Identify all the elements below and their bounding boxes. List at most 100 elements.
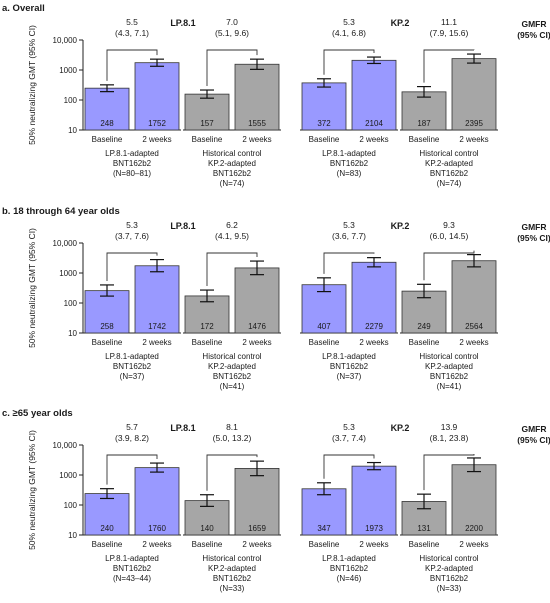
x-tick-label: 2 weeks (359, 338, 388, 347)
y-tick-label: 100 (64, 299, 78, 308)
gmfr-bracket (423, 49, 475, 83)
gmfr-bracket (423, 453, 475, 491)
panel-title: b. 18 through 64 year olds (2, 206, 120, 217)
group-label: BNT162b2 (113, 564, 152, 573)
group-label: Historical control (202, 352, 261, 361)
bar-value-label: 248 (100, 119, 114, 128)
control-bar (451, 464, 497, 536)
gmfr-ci: (7.9, 15.6) (430, 28, 469, 38)
group-label: Historical control (419, 554, 478, 563)
gmfr-ci: (3.9, 8.2) (115, 433, 149, 443)
y-tick-label: 10,000 (53, 239, 78, 248)
bar-value-label: 157 (200, 119, 214, 128)
group-label: LP.8.1-adapted (322, 352, 376, 361)
gmfr-header: GMFR (521, 222, 546, 232)
gmfr-bracket (106, 454, 158, 485)
panel-b: b. 18 through 64 year olds LP.8.1 KP.2 GMFR… (2, 206, 550, 391)
group-label: BNT162b2 (430, 574, 469, 583)
bar-value-label: 372 (317, 119, 331, 128)
gmfr-bracket (206, 454, 258, 491)
gmfr-value: 7.0 (226, 17, 238, 27)
x-tick-label: 2 weeks (142, 338, 171, 347)
control-bar (451, 260, 497, 334)
gmfr-bracket (106, 49, 158, 81)
adapted-bar (84, 290, 130, 334)
group-label: LP.8.1-adapted (105, 352, 159, 361)
gmfr-ci: (3.7, 7.6) (115, 231, 149, 241)
group-label: (N=33) (437, 584, 462, 593)
gmfr-value: 9.3 (443, 220, 455, 230)
x-tick-label: 2 weeks (242, 540, 271, 549)
x-tick-label: 2 weeks (459, 338, 488, 347)
group-label: BNT162b2 (430, 169, 469, 178)
gmfr-value: 5.3 (343, 422, 355, 432)
x-tick-label: Baseline (309, 338, 340, 347)
control-bar (401, 91, 447, 131)
x-tick-label: 2 weeks (242, 338, 271, 347)
gmfr-ci: (3.6, 7.7) (332, 231, 366, 241)
group-label: (N=41) (437, 382, 462, 391)
group-label: BNT162b2 (113, 362, 152, 371)
bar-value-label: 131 (417, 524, 431, 533)
control-bar (234, 267, 280, 334)
x-tick-label: Baseline (192, 135, 223, 144)
group-label: KP.2-adapted (425, 159, 473, 168)
gmfr-ci: (3.7, 7.4) (332, 433, 366, 443)
bar-value-label: 140 (200, 524, 214, 533)
bar-value-label: 2200 (465, 524, 483, 533)
group-label: (N=33) (220, 584, 245, 593)
group-label: Historical control (419, 352, 478, 361)
adapted-bar (84, 493, 130, 536)
variant-header: LP.8.1 (170, 18, 195, 28)
gmfr-ci: (6.0, 14.5) (430, 231, 469, 241)
gmfr-value: 5.5 (126, 17, 138, 27)
y-tick-label: 100 (64, 96, 78, 105)
bar-value-label: 187 (417, 119, 431, 128)
bar-value-label: 240 (100, 524, 114, 533)
group-label: BNT162b2 (213, 372, 252, 381)
group-label: (N=43–44) (113, 574, 151, 583)
group-label: KP.2-adapted (208, 159, 256, 168)
x-tick-label: Baseline (192, 540, 223, 549)
gmfr-ci: (4.3, 7.1) (115, 28, 149, 38)
gmfr-bracket (106, 252, 158, 281)
bar-value-label: 1760 (148, 524, 166, 533)
variant-header: KP.2 (391, 221, 410, 231)
group-label: BNT162b2 (330, 159, 369, 168)
gmfr-value: 13.9 (441, 422, 458, 432)
group-label: (N=37) (120, 372, 145, 381)
y-tick-label: 10 (68, 531, 77, 540)
x-tick-label: 2 weeks (359, 135, 388, 144)
group-label: (N=46) (337, 574, 362, 583)
group-label: BNT162b2 (113, 159, 152, 168)
control-bar (234, 468, 280, 536)
bar-value-label: 258 (100, 322, 114, 331)
variant-header: LP.8.1 (170, 221, 195, 231)
gmfr-value: 8.1 (226, 422, 238, 432)
bar-value-label: 172 (200, 322, 214, 331)
group-label: (N=74) (220, 179, 245, 188)
adapted-bar (301, 82, 347, 131)
adapted-bar (134, 62, 180, 131)
bar-value-label: 2564 (465, 322, 483, 331)
bar-value-label: 1555 (248, 119, 266, 128)
y-tick-label: 1000 (59, 66, 77, 75)
adapted-bar (84, 87, 130, 131)
gmfr-ci: (8.1, 23.8) (430, 433, 469, 443)
gmfr-value: 6.2 (226, 220, 238, 230)
bar-value-label: 1476 (248, 322, 266, 331)
x-tick-label: 2 weeks (359, 540, 388, 549)
x-tick-label: 2 weeks (459, 135, 488, 144)
bar-value-label: 2279 (365, 322, 383, 331)
control-bar (451, 58, 497, 131)
group-label: LP.8.1-adapted (322, 554, 376, 563)
y-tick-label: 1000 (59, 471, 77, 480)
gmfr-ci-header: (95% CI) (517, 435, 550, 445)
bar-value-label: 249 (417, 322, 431, 331)
group-label: KP.2-adapted (425, 362, 473, 371)
x-tick-label: 2 weeks (142, 135, 171, 144)
group-label: BNT162b2 (330, 564, 369, 573)
gmfr-bracket (323, 454, 375, 479)
gmfr-bracket (323, 49, 375, 75)
